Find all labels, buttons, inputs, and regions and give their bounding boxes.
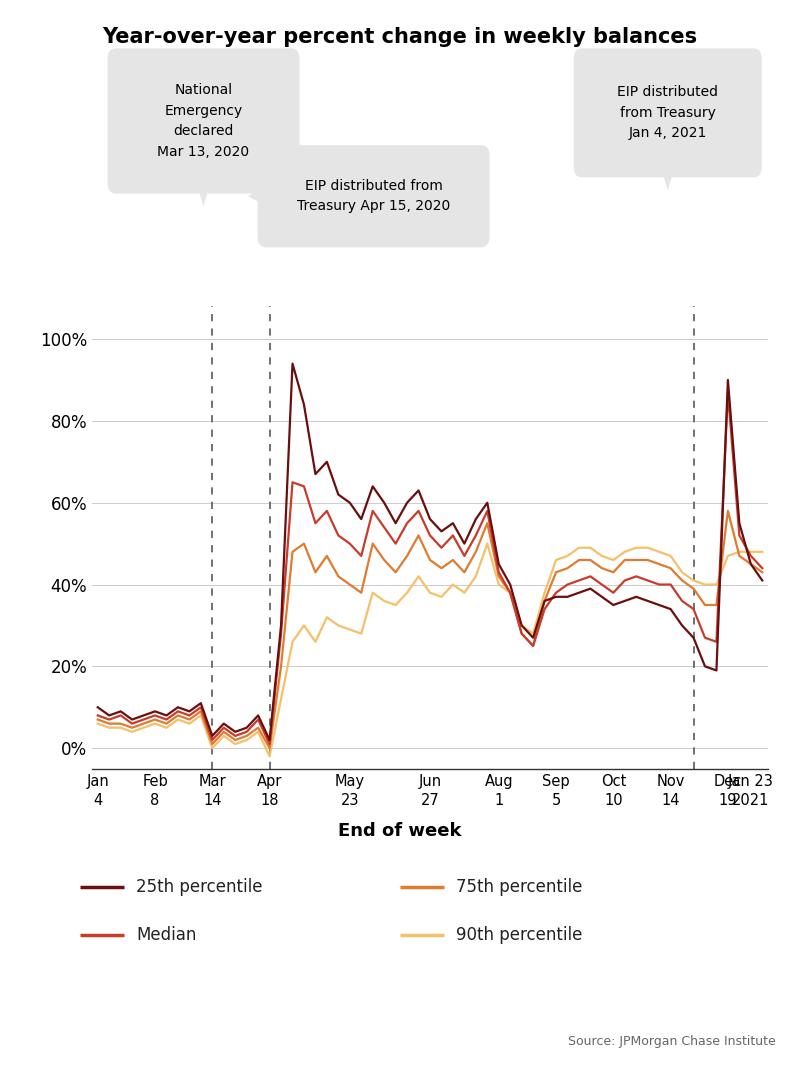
Text: Source: JPMorgan Chase Institute: Source: JPMorgan Chase Institute [568, 1035, 776, 1048]
Text: 90th percentile: 90th percentile [456, 927, 582, 944]
Text: 75th percentile: 75th percentile [456, 878, 582, 895]
Text: EIP distributed from
Treasury Apr 15, 2020: EIP distributed from Treasury Apr 15, 20… [297, 178, 450, 214]
Text: End of week: End of week [338, 822, 462, 841]
Text: National
Emergency
declared
Mar 13, 2020: National Emergency declared Mar 13, 2020 [158, 83, 250, 159]
Text: Median: Median [136, 927, 196, 944]
Text: Year-over-year percent change in weekly balances: Year-over-year percent change in weekly … [102, 27, 698, 47]
Text: 25th percentile: 25th percentile [136, 878, 262, 895]
Text: EIP distributed
from Treasury
Jan 4, 2021: EIP distributed from Treasury Jan 4, 202… [618, 85, 718, 141]
